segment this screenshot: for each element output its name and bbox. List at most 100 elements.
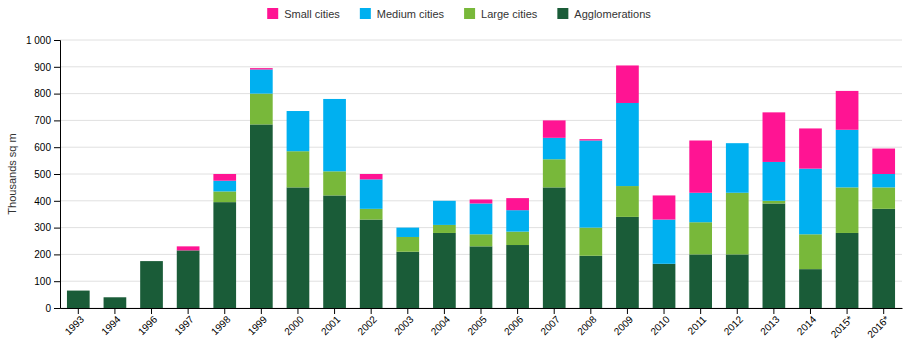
x-tick: 1997 [172, 308, 196, 337]
bar-segment [140, 261, 163, 262]
x-tick-mark [664, 308, 665, 314]
bar-segment [470, 203, 493, 234]
x-tick-mark [297, 308, 298, 314]
x-tick-mark [554, 308, 555, 314]
x-tick: 2003 [392, 308, 416, 337]
y-tick-label: 400 [34, 196, 51, 207]
bar-segment [104, 297, 127, 308]
legend-swatch [267, 8, 278, 19]
y-tick-label: 600 [34, 142, 51, 153]
bar-series [177, 65, 895, 250]
x-tick: 2002 [355, 308, 379, 337]
y-tick: 0 [45, 303, 60, 314]
bar-segment [836, 91, 859, 130]
x-tick-mark [737, 308, 738, 314]
bar-segment [543, 120, 566, 137]
bar-segment [104, 297, 127, 298]
x-tick: 1999 [246, 308, 270, 337]
bar-segment [360, 174, 383, 179]
bar-segment [140, 261, 163, 262]
x-tick-mark [334, 308, 335, 314]
bar-segment [67, 291, 90, 308]
bar-segment [433, 225, 456, 233]
x-tick: 2008 [575, 308, 599, 337]
y-tick-mark [54, 201, 60, 202]
bar-segment [763, 112, 786, 162]
bar-segment [836, 187, 859, 233]
x-tick: 2016* [865, 308, 891, 340]
y-tick: 200 [34, 249, 60, 260]
y-tick-label: 0 [45, 303, 51, 314]
bar-segment [250, 69, 273, 93]
bar-segment [213, 191, 236, 202]
y-tick-mark [54, 94, 60, 95]
y-tick-mark [54, 120, 60, 121]
bar-segment [506, 210, 529, 231]
bar-segment [799, 234, 822, 269]
x-tick-mark [261, 308, 262, 314]
bar-segment [323, 99, 346, 171]
legend-item: Large cities [464, 8, 538, 20]
x-tick: 2013 [758, 308, 782, 337]
chart-svg: 1993199419961997199819992000200120022003… [0, 0, 918, 358]
bar-segment [470, 234, 493, 246]
bar-segment [250, 124, 273, 308]
bar-segment [616, 217, 639, 308]
bar-segment [799, 128, 822, 168]
x-tick-mark [517, 308, 518, 314]
bar-segment [543, 138, 566, 159]
bar-segment [836, 130, 859, 188]
x-tick-label: 1993 [63, 313, 87, 337]
bar-segment [799, 269, 822, 308]
x-tick: 2014 [795, 308, 819, 337]
bar-segment [433, 233, 456, 308]
x-tick: 2006 [502, 308, 526, 337]
x-tick: 2009 [612, 308, 636, 337]
y-tick: 800 [34, 88, 60, 99]
x-tick-label: 2016* [865, 314, 891, 340]
bar-segment [616, 186, 639, 217]
x-tick: 2011 [685, 308, 708, 337]
bar-segment [543, 187, 566, 308]
legend-item: Agglomerations [557, 8, 651, 20]
x-tick-mark [590, 308, 591, 314]
bar-segment [287, 151, 310, 187]
grid-line [60, 66, 902, 67]
legend-label: Medium cities [377, 8, 445, 20]
bar-segment [287, 111, 310, 151]
y-tick: 700 [34, 115, 60, 126]
x-tick-label: 1999 [246, 313, 270, 337]
x-tick: 2010 [648, 308, 672, 337]
bar-segment [506, 232, 529, 245]
y-tick: 500 [34, 169, 60, 180]
legend-item: Small cities [267, 8, 340, 20]
x-tick-label: 2010 [648, 313, 672, 337]
legend-swatch [557, 8, 568, 19]
x-tick: 1994 [99, 308, 123, 337]
y-tick: 900 [34, 62, 60, 73]
x-tick: 2005 [465, 308, 489, 337]
bar-segment [689, 141, 712, 193]
x-tick-mark [151, 308, 152, 314]
bar-series [213, 69, 895, 263]
bar-segment [579, 256, 602, 308]
x-tick-label: 2013 [758, 313, 782, 337]
bar-segment [470, 246, 493, 308]
y-tick-mark [54, 174, 60, 175]
x-tick: 2015* [829, 308, 855, 340]
x-tick-label: 2012 [722, 313, 746, 337]
bar-segment [177, 250, 200, 308]
legend-swatch [360, 8, 371, 19]
x-tick-mark [481, 308, 482, 314]
y-tick: 300 [34, 222, 60, 233]
x-tick-mark [444, 308, 445, 314]
x-tick-label: 2014 [795, 313, 819, 337]
bar-segment [67, 290, 90, 291]
bar-segment [726, 143, 749, 193]
y-tick-mark [54, 67, 60, 68]
x-tick: 2007 [538, 308, 562, 337]
bar-segment [799, 169, 822, 235]
bar-segment [653, 195, 676, 219]
x-tick-label: 1997 [172, 313, 196, 337]
x-tick-label: 2007 [538, 313, 562, 337]
